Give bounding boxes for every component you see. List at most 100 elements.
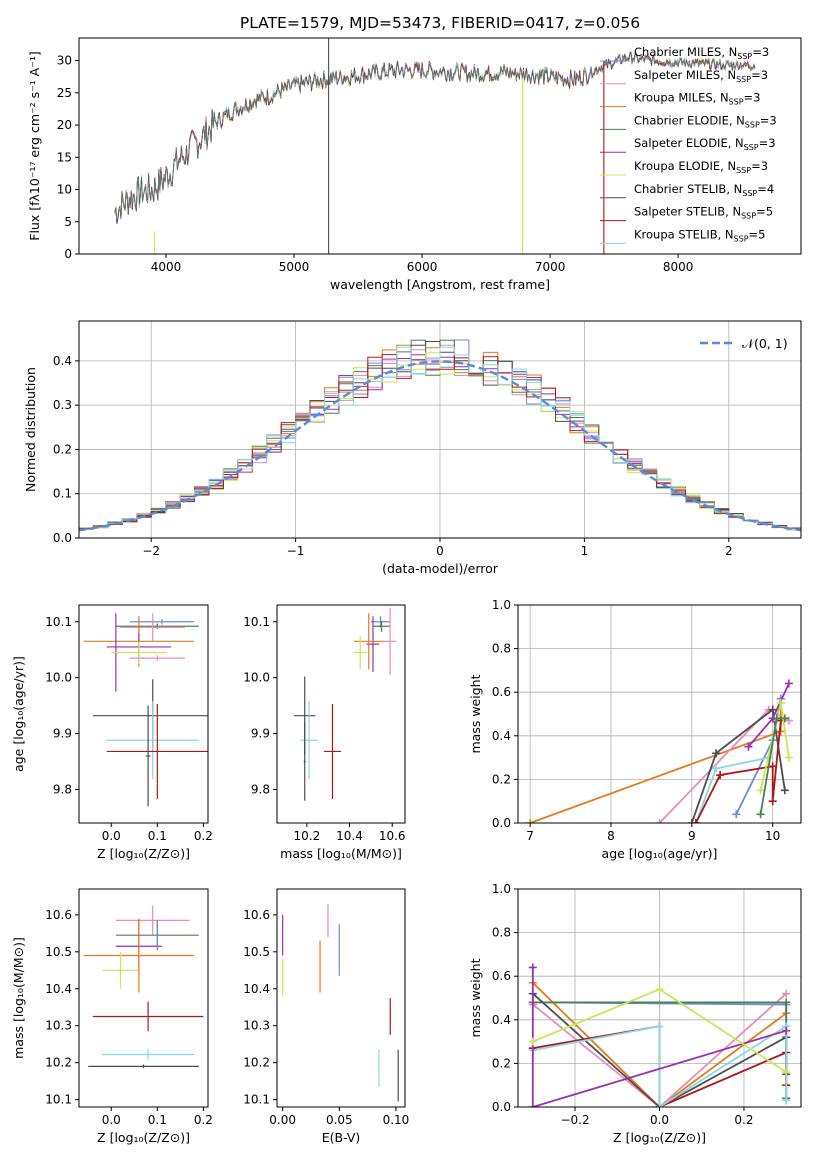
histogram-salpeter_stelib xyxy=(79,354,801,529)
legend-entry: Salpeter STELIB, NSSP=5 xyxy=(634,205,773,221)
weight-marker xyxy=(768,762,777,771)
weight-marker xyxy=(655,819,664,823)
x-tick-label: 9 xyxy=(688,829,696,843)
x-tick-label: 0.00 xyxy=(269,1113,296,1127)
weight-marker xyxy=(655,1022,664,1031)
panel-mass_weight_vs_Z: −0.2 0.0 0.2 0.0 0.2 0.4 0.6 0.8 1.0 Z [log₁₀(Z/Z… xyxy=(468,882,802,1145)
y-tick-label: 10.6 xyxy=(45,908,72,922)
x-tick-label: 10.6 xyxy=(379,829,406,843)
y-tick-label: 10.1 xyxy=(45,615,72,629)
weight-marker xyxy=(780,714,789,723)
x-axis-label: Z [log₁₀(Z/Z⊙)] xyxy=(97,1130,190,1145)
weight-marker xyxy=(784,753,793,762)
y-tick-label: 10.4 xyxy=(243,982,270,996)
x-tick-label: 2 xyxy=(725,544,733,558)
y-tick-label: 0.8 xyxy=(492,642,511,656)
y-tick-label: 9.9 xyxy=(251,727,270,741)
legend-entry: Kroupa ELODIE, NSSP=3 xyxy=(634,159,768,175)
axes-frame xyxy=(276,604,406,824)
legend-entry: Salpeter ELODIE, NSSP=3 xyxy=(634,136,776,152)
weight-line-kroupa_stelib xyxy=(532,1024,788,1107)
y-axis-label: Flux [fλ10⁻¹⁷ erg cm⁻² s⁻¹ A⁻¹] xyxy=(27,51,42,240)
weight-marker xyxy=(732,810,741,819)
x-tick-label: 4000 xyxy=(151,260,182,274)
x-tick-label: 10.4 xyxy=(336,829,363,843)
y-tick-label: 15 xyxy=(57,150,72,164)
x-tick-label: −1 xyxy=(287,544,305,558)
y-tick-label: 20 xyxy=(57,118,72,132)
weight-marker xyxy=(768,705,777,714)
y-axis-label: age [log₁₀(age/yr)] xyxy=(11,656,26,772)
x-axis-label: age [log₁₀(age/yr)] xyxy=(602,846,718,861)
legend-entry: Chabrier STELIB, NSSP=4 xyxy=(634,182,774,198)
x-tick-label: 0.0 xyxy=(650,1113,669,1127)
legend: Chabrier MILES, NSSP=3 Salpeter MILES, NS… xyxy=(600,45,777,244)
y-tick-label: 0.2 xyxy=(492,772,511,786)
y-tick-label: 10.2 xyxy=(243,1056,270,1070)
panel-mass_weight_vs_age: 7 8 9 10 0.0 0.2 0.4 0.6 0.8 1.0 age [log₁₀(age/yr… xyxy=(468,598,802,861)
weight-line-salpeter_elodie xyxy=(531,967,787,1107)
x-tick-label: 0.10 xyxy=(383,1113,410,1127)
y-tick-label: 0.2 xyxy=(53,442,72,456)
panel-mass_vs_Z: 0.0 0.1 0.2 10.1 10.2 10.3 10.4 10.5 10.6 Z [log₁… xyxy=(11,888,213,1145)
weight-marker xyxy=(756,786,765,795)
y-tick-label: 10.0 xyxy=(243,671,270,685)
x-tick-label: 5000 xyxy=(279,260,310,274)
plot-area xyxy=(114,38,756,254)
legend-entry: Chabrier ELODIE, NSSP=3 xyxy=(634,113,777,129)
x-tick-label: 10.2 xyxy=(294,829,321,843)
x-axis-label: Z [log₁₀(Z/Z⊙)] xyxy=(97,846,190,861)
x-tick-label: 0.2 xyxy=(194,829,213,843)
weight-marker xyxy=(782,989,791,998)
y-tick-label: 0.6 xyxy=(492,685,511,699)
y-axis-label: Normed distribution xyxy=(23,367,38,492)
weight-marker xyxy=(716,771,725,780)
x-tick-label: 0.1 xyxy=(148,829,167,843)
weight-marker xyxy=(691,819,700,823)
weight-marker xyxy=(776,699,785,708)
y-tick-label: 10.5 xyxy=(243,945,270,959)
y-tick-label: 10.1 xyxy=(243,615,270,629)
weight-line-kroupa_miles xyxy=(529,698,782,823)
weight-marker xyxy=(528,1037,537,1046)
axes-frame xyxy=(78,604,209,824)
x-tick-label: 0.1 xyxy=(148,1113,167,1127)
weight-marker xyxy=(782,1068,791,1077)
y-tick-label: 10.5 xyxy=(45,945,72,959)
axes-frame xyxy=(517,604,802,824)
y-tick-label: 1.0 xyxy=(492,882,511,896)
y-tick-label: 5 xyxy=(64,215,72,229)
weight-marker xyxy=(756,810,765,819)
weight-marker xyxy=(655,1103,664,1107)
x-tick-label: 0 xyxy=(436,544,444,558)
y-tick-label: 0.6 xyxy=(492,969,511,983)
weight-marker xyxy=(655,985,664,994)
x-tick-label: 6000 xyxy=(407,260,438,274)
weight-marker xyxy=(687,819,696,823)
y-tick-label: 30 xyxy=(57,54,72,68)
histogram-kroupa_stelib xyxy=(79,346,801,530)
x-tick-label: 0.0 xyxy=(102,1113,121,1127)
y-tick-label: 9.9 xyxy=(53,727,72,741)
y-axis-label: mass weight xyxy=(468,958,483,1037)
gaussian-curve xyxy=(79,360,801,532)
y-axis-label: mass weight xyxy=(468,674,483,753)
x-tick-label: 8 xyxy=(607,829,615,843)
axes-frame xyxy=(78,888,209,1108)
weight-marker xyxy=(712,749,721,758)
y-tick-label: 0.2 xyxy=(492,1056,511,1070)
weight-marker xyxy=(712,764,721,773)
y-tick-label: 0.0 xyxy=(53,531,72,545)
weight-marker xyxy=(784,716,793,725)
y-tick-label: 10.3 xyxy=(45,1019,72,1033)
histogram-kroupa_elodie xyxy=(79,352,801,531)
x-axis-label: mass [log₁₀(M/M⊙)] xyxy=(280,846,402,861)
y-tick-label: 25 xyxy=(57,86,72,100)
plot-area xyxy=(79,339,801,532)
x-tick-label: 0.05 xyxy=(326,1113,353,1127)
plot-area xyxy=(282,903,399,1102)
weight-marker xyxy=(780,786,789,795)
x-tick-label: 1 xyxy=(581,544,589,558)
x-tick-label: 7000 xyxy=(535,260,566,274)
